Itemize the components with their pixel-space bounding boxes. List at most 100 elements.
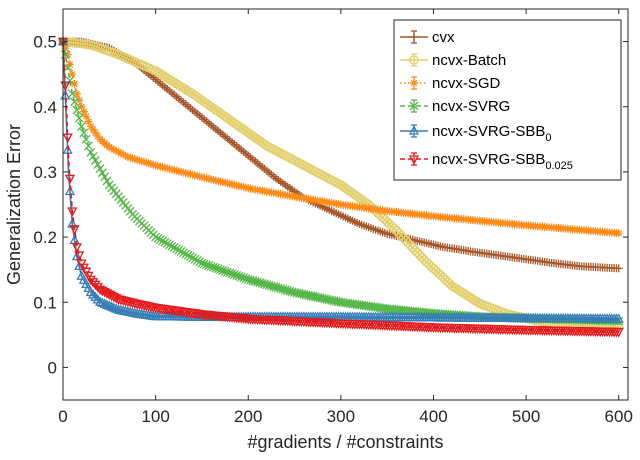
series-marker-ncvx-SVRG — [70, 97, 80, 107]
legend-label: ncvx-SGD — [432, 75, 501, 92]
series-marker-ncvx-Batch — [241, 126, 251, 136]
series-marker-ncvx-SVRG — [213, 264, 223, 274]
legend-label: ncvx-SVRG-SBB0 — [432, 123, 551, 144]
series-marker-ncvx-Batch — [350, 190, 360, 200]
legend-item-ncvx-SGD: ncvx-SGD — [400, 75, 501, 92]
series-marker-ncvx-Batch — [417, 252, 427, 263]
series-marker-ncvx-SGD — [82, 112, 91, 121]
legend-item-ncvx-Batch: ncvx-Batch — [400, 52, 506, 69]
series-marker-ncvx-Batch — [248, 131, 258, 141]
series-marker-ncvx-Batch — [403, 238, 413, 248]
legend-marker — [410, 79, 418, 87]
series-marker-ncvx-Batch — [463, 291, 473, 301]
series-marker-ncvx-SGD — [149, 160, 158, 169]
series-marker-ncvx-SVRG — [151, 232, 161, 242]
series-marker-ncvx-Batch — [194, 93, 205, 104]
series-marker-ncvx-Batch — [178, 83, 189, 93]
series-marker-ncvx-SVRG-SBB0.025 — [64, 174, 76, 185]
series-marker-ncvx-SVRG — [167, 241, 177, 251]
series-marker-ncvx-SGD — [114, 148, 123, 157]
series-marker-ncvx-Batch — [218, 110, 228, 120]
series-marker-ncvx-SGD — [123, 152, 132, 161]
series-marker-ncvx-SGD — [86, 122, 95, 131]
series-marker-ncvx-Batch — [162, 73, 172, 83]
x-tick-label: 0 — [58, 407, 67, 426]
series-marker-ncvx-SVRG — [90, 156, 100, 165]
y-tick-label: 0 — [48, 358, 57, 377]
series-marker-ncvx-SVRG — [84, 141, 93, 151]
series-marker-ncvx-SGD — [65, 60, 74, 69]
series-layer — [57, 35, 624, 338]
series-marker-ncvx-SVRG — [165, 240, 174, 250]
series-marker-ncvx-SGD — [91, 128, 100, 137]
series-marker-ncvx-Batch — [338, 181, 348, 192]
series-marker-ncvx-Batch — [174, 80, 184, 90]
series-marker-ncvx-Batch — [199, 97, 209, 107]
series-marker-ncvx-SGD — [77, 102, 86, 111]
series-marker-ncvx-SVRG — [206, 261, 216, 271]
series-marker-ncvx-SGD — [614, 229, 623, 238]
x-tick-label: 600 — [605, 407, 633, 426]
series-marker-ncvx-SGD — [89, 125, 98, 134]
series-ncvx-SGD — [59, 37, 623, 238]
y-tick-label: 0.4 — [33, 98, 57, 117]
series-marker-ncvx-Batch — [255, 136, 265, 146]
x-tick-label: 200 — [234, 407, 262, 426]
series-marker-ncvx-Batch — [257, 137, 267, 148]
legend-label: cvx — [432, 29, 455, 46]
series-marker-ncvx-SVRG — [153, 233, 163, 243]
series-marker-ncvx-Batch — [245, 129, 256, 140]
series-marker-ncvx-SVRG — [172, 244, 181, 254]
y-tick-label: 0.3 — [33, 163, 57, 182]
series-marker-ncvx-SVRG — [209, 262, 218, 272]
series-marker-ncvx-SVRG — [102, 176, 112, 186]
series-marker-ncvx-SVRG — [227, 269, 237, 279]
series-marker-ncvx-SVRG — [97, 168, 107, 178]
legend-marker — [409, 101, 419, 111]
series-marker-ncvx-SVRG-SBB0 — [94, 296, 106, 306]
axes-box — [62, 8, 629, 401]
y-tick-label: 0.1 — [33, 293, 57, 312]
series-marker-ncvx-Batch — [236, 123, 246, 133]
series-marker-ncvx-Batch — [213, 106, 223, 117]
series-marker-ncvx-Batch — [398, 233, 409, 243]
series-marker-ncvx-Batch — [470, 295, 480, 306]
series-marker-ncvx-SGD — [116, 149, 125, 158]
series-marker-ncvx-SGD — [126, 153, 135, 162]
series-marker-ncvx-Batch — [215, 108, 226, 118]
series-marker-ncvx-Batch — [155, 69, 165, 79]
series-marker-ncvx-SGD — [121, 151, 130, 160]
series-marker-ncvx-SVRG — [95, 164, 105, 174]
series-marker-ncvx-SGD — [140, 157, 149, 166]
series-marker-ncvx-Batch — [347, 188, 358, 198]
series-marker-ncvx-Batch — [185, 87, 196, 97]
series-marker-ncvx-SGD — [63, 50, 72, 59]
series-marker-ncvx-SVRG — [178, 248, 188, 258]
series-marker-ncvx-SGD — [79, 107, 88, 116]
series-marker-ncvx-Batch — [468, 294, 478, 304]
legend-label: ncvx-Batch — [432, 52, 506, 69]
series-marker-ncvx-Batch — [229, 118, 240, 128]
y-tick-label: 0.2 — [33, 228, 57, 247]
series-marker-ncvx-SVRG-SBB0 — [108, 302, 120, 312]
legend-box — [393, 19, 622, 181]
series-marker-ncvx-SVRG — [183, 250, 193, 260]
series-marker-ncvx-SVRG — [211, 263, 221, 273]
series-marker-ncvx-Batch — [204, 100, 214, 110]
series-marker-ncvx-SVRG-SBB0 — [106, 301, 117, 311]
series-marker-ncvx-Batch — [412, 247, 422, 258]
series-marker-ncvx-Batch — [461, 290, 471, 300]
series-marker-ncvx-SVRG — [204, 261, 214, 271]
series-marker-ncvx-SGD — [112, 146, 121, 155]
series-marker-ncvx-SVRG-SBB0.025 — [69, 225, 80, 235]
y-axis-label: Generalization Error — [4, 124, 24, 285]
y-tick-label: 0.5 — [33, 33, 57, 52]
series-marker-ncvx-Batch — [252, 134, 263, 144]
series-marker-ncvx-SVRG — [220, 266, 230, 276]
legend-item-ncvx-SVRG: ncvx-SVRG — [400, 98, 510, 115]
series-marker-ncvx-SVRG-SBB0 — [67, 218, 78, 228]
series-marker-ncvx-Batch — [211, 105, 221, 115]
series-ncvx-SVRG-SBB0.025 — [57, 37, 624, 338]
legend-label: ncvx-SVRG-SBB0.025 — [432, 151, 573, 172]
series-marker-ncvx-SVRG — [239, 273, 249, 283]
